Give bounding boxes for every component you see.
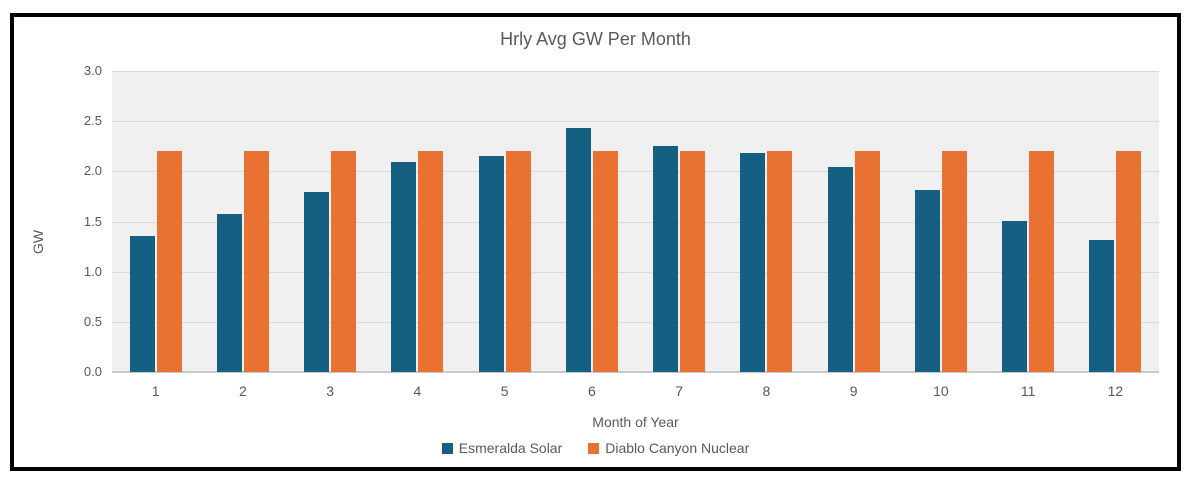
bar-diablo-canyon-nuclear-month-5[interactable] xyxy=(506,151,531,372)
x-tick-label-6: 6 xyxy=(587,383,596,399)
bar-esmeralda-solar-month-9[interactable] xyxy=(828,167,853,372)
bar-diablo-canyon-nuclear-month-10[interactable] xyxy=(942,151,967,372)
gridline xyxy=(112,321,1159,323)
legend-label: Diablo Canyon Nuclear xyxy=(605,440,750,456)
bar-esmeralda-solar-month-3[interactable] xyxy=(304,192,329,372)
bar-diablo-canyon-nuclear-month-3[interactable] xyxy=(331,151,356,372)
y-tick-label: 0.5 xyxy=(83,313,102,329)
bar-diablo-canyon-nuclear-month-6[interactable] xyxy=(593,151,618,372)
x-tick-label-10: 10 xyxy=(933,383,949,399)
bar-esmeralda-solar-month-6[interactable] xyxy=(566,128,591,372)
x-tick-label-4: 4 xyxy=(413,383,422,399)
y-tick-label: 1.0 xyxy=(83,263,102,279)
bar-esmeralda-solar-month-5[interactable] xyxy=(479,156,504,372)
bar-esmeralda-solar-month-8[interactable] xyxy=(740,153,765,372)
y-axis-title-text: GW xyxy=(30,229,47,255)
legend-swatch-icon xyxy=(441,442,453,454)
bar-diablo-canyon-nuclear-month-1[interactable] xyxy=(157,151,182,372)
bar-diablo-canyon-nuclear-month-2[interactable] xyxy=(244,151,269,372)
x-tick-label-3: 3 xyxy=(326,383,335,399)
bar-diablo-canyon-nuclear-month-4[interactable] xyxy=(418,151,443,372)
x-tick-label-7: 7 xyxy=(675,383,684,399)
bar-diablo-canyon-nuclear-month-8[interactable] xyxy=(767,151,792,372)
bar-diablo-canyon-nuclear-month-12[interactable] xyxy=(1116,151,1141,372)
gridline xyxy=(112,171,1159,173)
chart-title: Hrly Avg GW Per Month xyxy=(500,29,691,49)
y-tick-label: 3.0 xyxy=(83,63,102,78)
x-tick-label-11: 11 xyxy=(1020,383,1036,399)
x-tick-label-2: 2 xyxy=(238,383,247,399)
y-axis-title: GW xyxy=(28,17,48,467)
x-tick-label-5: 5 xyxy=(500,383,509,399)
x-axis-title: Month of Year xyxy=(592,414,679,430)
x-axis-line xyxy=(112,371,1159,373)
x-tick-label-1: 1 xyxy=(151,383,160,399)
x-tick-label-12: 12 xyxy=(1107,383,1124,399)
x-tick-label-9: 9 xyxy=(849,383,858,399)
bar-diablo-canyon-nuclear-month-9[interactable] xyxy=(855,151,880,372)
legend: Esmeralda Solar Diablo Canyon Nuclear xyxy=(14,440,1177,456)
legend-label: Esmeralda Solar xyxy=(458,440,563,456)
y-tick-label: 2.5 xyxy=(83,113,102,129)
bar-esmeralda-solar-month-7[interactable] xyxy=(653,146,678,372)
y-tick-label: 1.5 xyxy=(83,213,102,229)
chart-frame: Hrly Avg GW Per Month GW 3.0 2.5 2.0 1.5 1.0… xyxy=(10,13,1181,471)
bar-esmeralda-solar-month-10[interactable] xyxy=(915,190,940,372)
bar-diablo-canyon-nuclear-month-7[interactable] xyxy=(680,151,705,372)
legend-swatch-icon xyxy=(588,442,600,454)
bar-esmeralda-solar-month-12[interactable] xyxy=(1089,240,1114,372)
gridline xyxy=(112,71,1159,72)
y-tick-label: 0.0 xyxy=(83,364,102,379)
gridline xyxy=(112,271,1159,273)
plot-area xyxy=(112,71,1159,373)
gridline xyxy=(112,121,1159,123)
legend-item-diablo-canyon-nuclear[interactable]: Diablo Canyon Nuclear xyxy=(588,440,749,456)
x-tick-label-8: 8 xyxy=(762,383,771,399)
bar-esmeralda-solar-month-1[interactable] xyxy=(130,236,155,372)
legend-item-esmeralda-solar[interactable]: Esmeralda Solar xyxy=(441,440,563,456)
bar-esmeralda-solar-month-4[interactable] xyxy=(391,162,416,372)
y-tick-label: 2.0 xyxy=(83,163,102,179)
gridline xyxy=(112,221,1159,223)
bar-diablo-canyon-nuclear-month-11[interactable] xyxy=(1029,151,1054,372)
bar-esmeralda-solar-month-2[interactable] xyxy=(217,214,242,372)
bar-esmeralda-solar-month-11[interactable] xyxy=(1002,221,1027,372)
